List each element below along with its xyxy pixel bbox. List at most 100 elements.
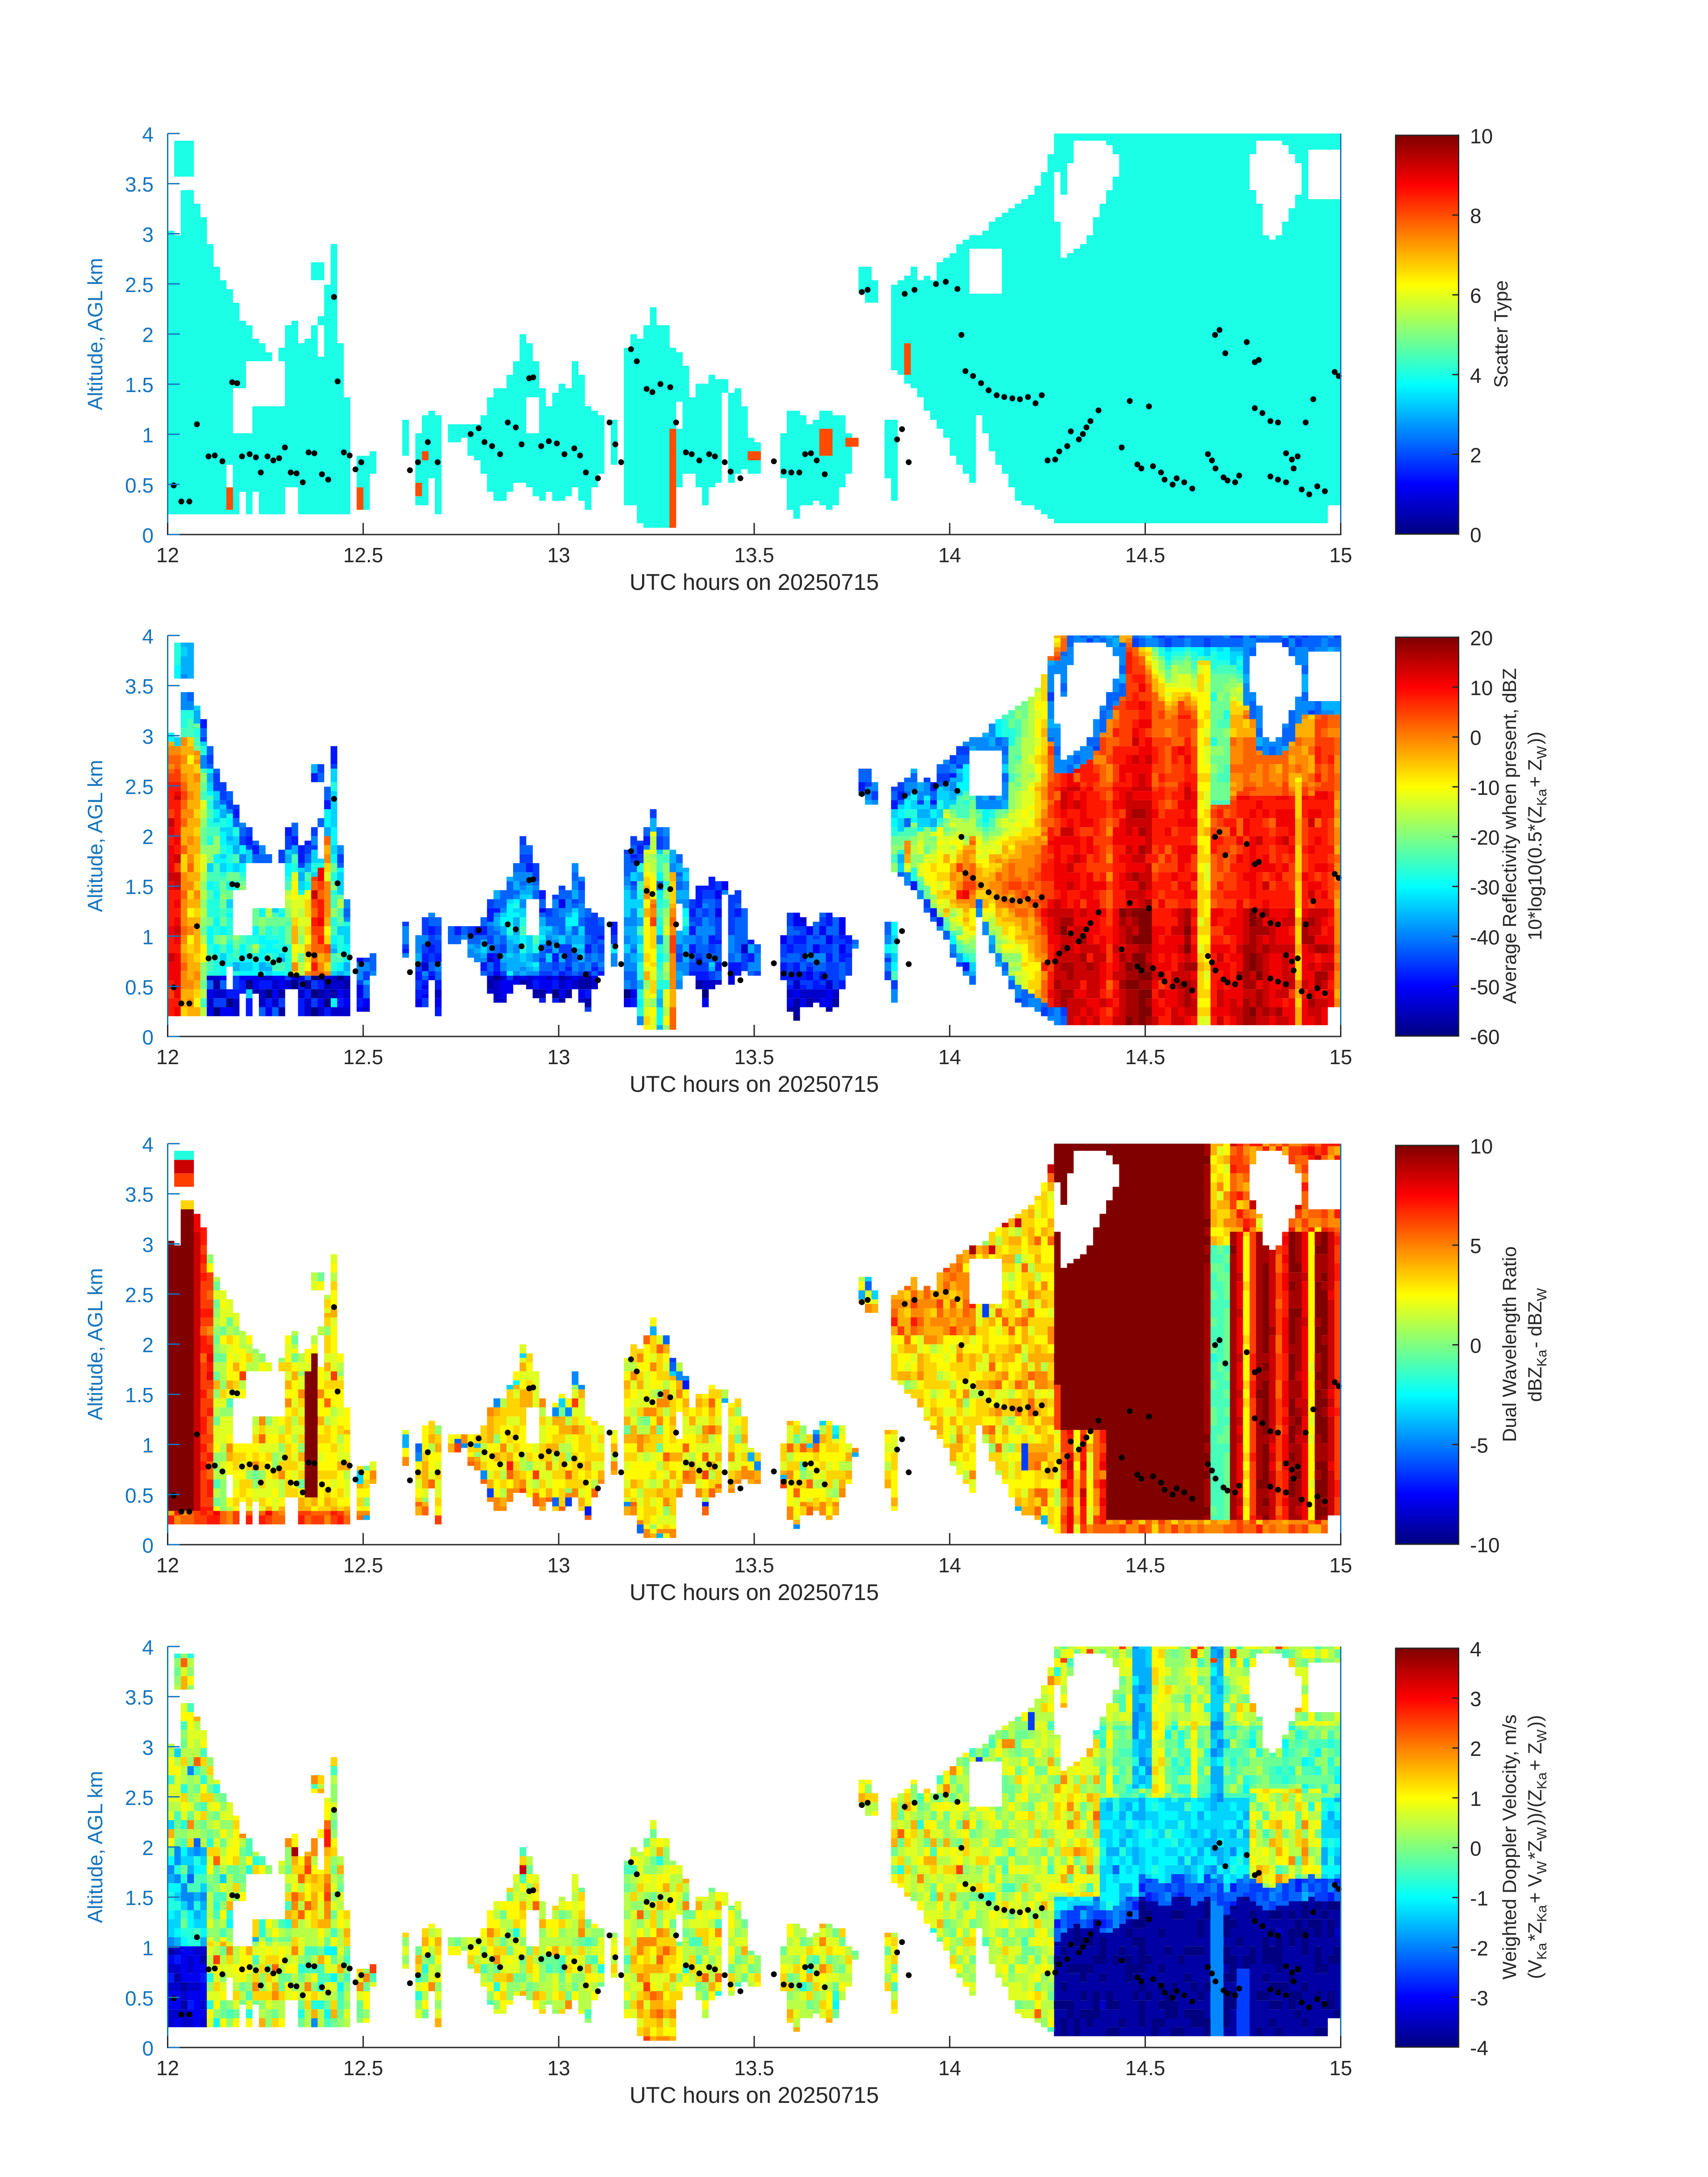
svg-text:-1: -1 [1470,1887,1488,1910]
svg-text:Average Reflectivity when pres: Average Reflectivity when present, dBZ [1499,668,1520,1004]
svg-text:10: 10 [1470,677,1493,700]
svg-text:-50: -50 [1470,975,1499,999]
svg-text:12: 12 [156,2056,179,2080]
svg-text:UTC hours on 20250715: UTC hours on 20250715 [630,1071,879,1097]
svg-text:13: 13 [547,543,570,567]
svg-text:12.5: 12.5 [343,1045,384,1069]
svg-text:0: 0 [142,1534,154,1557]
svg-text:3: 3 [142,725,154,748]
svg-text:12: 12 [156,1554,179,1577]
svg-text:(VKa *ZKa + VW *ZW ))/(ZKa + Z: (VKa *ZKa + VW *ZW ))/(ZKa + ZW )) [1524,1715,1549,1979]
svg-text:0.5: 0.5 [125,1987,154,2010]
svg-text:14: 14 [938,1045,961,1069]
svg-text:13.5: 13.5 [734,1554,774,1577]
svg-text:13: 13 [547,1554,570,1577]
svg-text:Weighted Doppler Velocity, m/s: Weighted Doppler Velocity, m/s [1499,1714,1520,1980]
svg-text:4: 4 [142,123,154,146]
svg-text:Altitude, AGL km: Altitude, AGL km [84,1771,107,1923]
svg-text:3: 3 [142,1736,154,1759]
svg-text:14.5: 14.5 [1125,2056,1165,2080]
svg-text:10: 10 [1470,125,1493,148]
svg-text:-4: -4 [1470,2036,1488,2060]
svg-text:2.5: 2.5 [125,273,154,297]
svg-text:4: 4 [142,1636,154,1659]
svg-text:-60: -60 [1470,1025,1499,1049]
svg-text:1.5: 1.5 [125,1383,154,1407]
svg-text:1.5: 1.5 [125,1886,154,1910]
svg-text:-3: -3 [1470,1986,1488,2010]
svg-text:5: 5 [1470,1234,1482,1258]
svg-text:0: 0 [142,1026,154,1049]
svg-text:0.5: 0.5 [125,1484,154,1507]
svg-text:14: 14 [938,2056,961,2080]
svg-text:14: 14 [938,543,961,567]
svg-text:3.5: 3.5 [125,173,154,196]
svg-text:3: 3 [142,1233,154,1257]
svg-text:4: 4 [142,625,154,648]
svg-text:-2: -2 [1470,1937,1488,1960]
svg-text:12.5: 12.5 [343,2056,384,2080]
svg-text:UTC hours on 20250715: UTC hours on 20250715 [630,1579,879,1605]
svg-text:13.5: 13.5 [734,543,774,567]
svg-text:dBZKa - dBZW: dBZKa - dBZW [1524,1287,1549,1402]
svg-text:0.5: 0.5 [125,976,154,999]
svg-text:4: 4 [1470,364,1482,387]
svg-text:14.5: 14.5 [1125,543,1165,567]
svg-text:13.5: 13.5 [734,2056,774,2080]
svg-text:2.5: 2.5 [125,1786,154,1809]
svg-text:3: 3 [142,223,154,247]
svg-text:13: 13 [547,1045,570,1069]
svg-text:2.5: 2.5 [125,1283,154,1307]
svg-text:UTC hours on 20250715: UTC hours on 20250715 [630,2082,879,2108]
svg-text:3.5: 3.5 [125,1183,154,1206]
svg-text:2: 2 [142,323,154,347]
svg-text:13: 13 [547,2056,570,2080]
svg-text:2: 2 [142,825,154,848]
svg-text:-10: -10 [1470,776,1499,799]
svg-text:15: 15 [1329,1045,1352,1069]
svg-text:-5: -5 [1470,1434,1488,1457]
svg-text:20: 20 [1470,627,1493,650]
svg-text:2: 2 [1470,443,1482,467]
svg-text:2: 2 [1470,1737,1482,1760]
svg-text:0: 0 [1470,1334,1482,1358]
svg-text:12.5: 12.5 [343,1554,384,1577]
svg-text:0: 0 [142,524,154,547]
svg-text:-30: -30 [1470,876,1499,899]
svg-text:2.5: 2.5 [125,775,154,798]
svg-text:15: 15 [1329,1554,1352,1577]
svg-text:1: 1 [142,424,154,447]
svg-text:12: 12 [156,543,179,567]
svg-text:15: 15 [1329,2056,1352,2080]
svg-text:10: 10 [1470,1135,1493,1158]
svg-text:3: 3 [1470,1688,1482,1711]
svg-text:1.5: 1.5 [125,373,154,397]
svg-text:8: 8 [1470,205,1482,228]
svg-text:13.5: 13.5 [734,1045,774,1069]
svg-text:2: 2 [142,1333,154,1357]
svg-text:2: 2 [142,1836,154,1859]
svg-text:6: 6 [1470,284,1482,307]
svg-text:14.5: 14.5 [1125,1045,1165,1069]
svg-text:12: 12 [156,1045,179,1069]
svg-text:-40: -40 [1470,926,1499,949]
svg-text:Dual Wavelength Ratio: Dual Wavelength Ratio [1499,1246,1520,1442]
svg-text:10*log10(0.5*(ZKa + ZW )): 10*log10(0.5*(ZKa + ZW )) [1524,731,1549,940]
svg-text:12.5: 12.5 [343,543,384,567]
svg-text:14.5: 14.5 [1125,1554,1165,1577]
svg-text:4: 4 [142,1133,154,1156]
svg-text:Altitude, AGL km: Altitude, AGL km [84,1268,107,1421]
svg-text:1: 1 [142,926,154,949]
svg-text:1.5: 1.5 [125,875,154,898]
svg-text:1: 1 [1470,1787,1482,1810]
svg-text:0: 0 [1470,1837,1482,1860]
svg-text:3.5: 3.5 [125,675,154,698]
svg-text:1: 1 [142,1434,154,1457]
svg-text:3.5: 3.5 [125,1686,154,1709]
svg-text:-10: -10 [1470,1534,1499,1557]
svg-text:Altitude, AGL km: Altitude, AGL km [84,258,107,410]
svg-text:0: 0 [1470,726,1482,749]
svg-text:-20: -20 [1470,826,1499,849]
svg-text:0.5: 0.5 [125,474,154,497]
svg-text:0: 0 [1470,523,1482,547]
